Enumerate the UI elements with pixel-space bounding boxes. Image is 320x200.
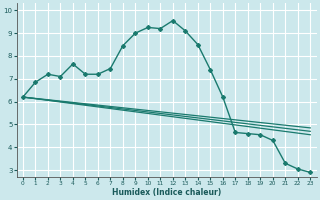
X-axis label: Humidex (Indice chaleur): Humidex (Indice chaleur) bbox=[112, 188, 221, 197]
